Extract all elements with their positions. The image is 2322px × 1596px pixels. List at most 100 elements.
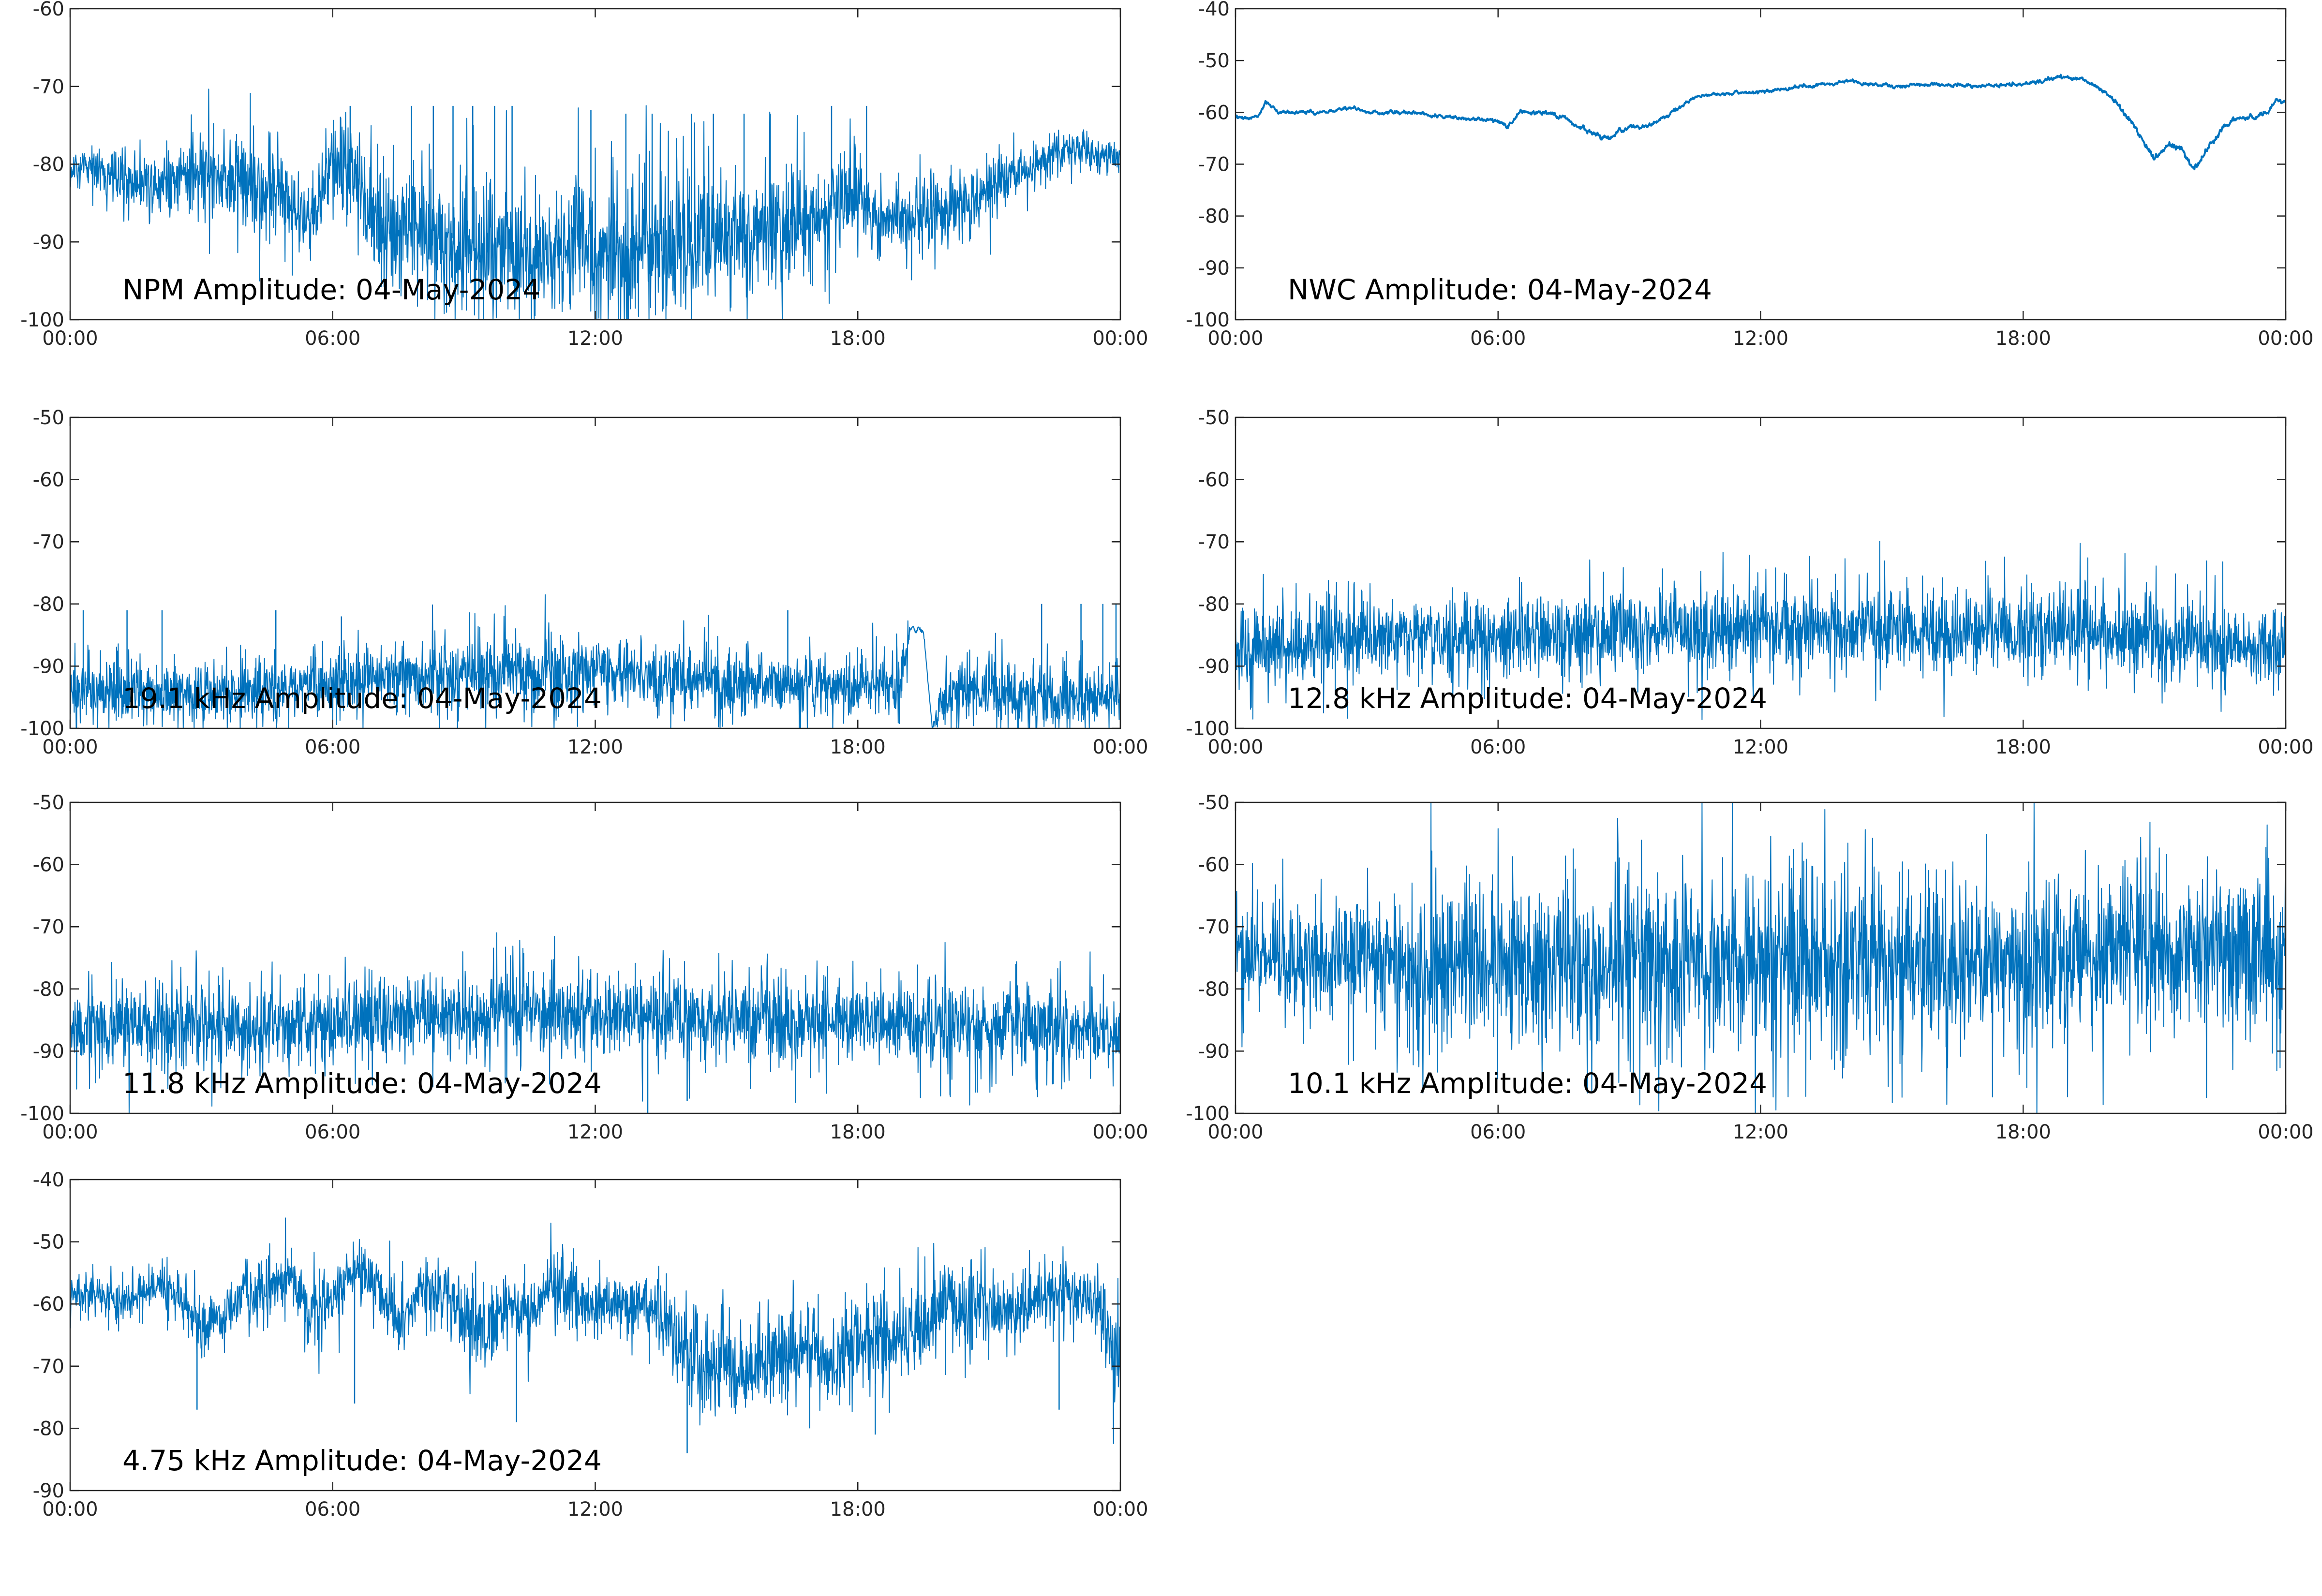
x-tick-label: 06:00 <box>305 1498 360 1521</box>
x-tick-label: 06:00 <box>1470 327 1526 350</box>
x-tick-label: 00:00 <box>2258 736 2313 758</box>
y-tick-label: -40 <box>33 1169 64 1191</box>
series-line <box>70 594 1120 728</box>
y-tick-label: -100 <box>20 1103 64 1125</box>
y-tick-label: -70 <box>33 916 64 938</box>
y-tick-label: -90 <box>1198 257 1230 280</box>
y-tick-label: -100 <box>1186 309 1230 331</box>
y-tick-label: -50 <box>33 792 64 814</box>
x-tick-label: 06:00 <box>305 1121 360 1143</box>
chart-title: NPM Amplitude: 04-May-2024 <box>122 273 540 306</box>
y-tick-label: -60 <box>33 469 64 491</box>
x-tick-label: 00:00 <box>1092 327 1148 350</box>
chart-title: 19.1 kHz Amplitude: 04-May-2024 <box>122 682 602 715</box>
series-line <box>1235 74 2286 171</box>
x-tick-label: 12:00 <box>567 1498 623 1521</box>
x-tick-label: 18:00 <box>1995 736 2051 758</box>
y-tick-label: -80 <box>33 154 64 176</box>
y-tick-label: -70 <box>33 531 64 553</box>
x-tick-label: 00:00 <box>2258 1121 2313 1143</box>
x-tick-label: 18:00 <box>1995 327 2051 350</box>
y-tick-label: -50 <box>1198 50 1230 72</box>
x-tick-label: 06:00 <box>305 736 360 758</box>
y-tick-label: -90 <box>33 1040 64 1063</box>
y-tick-label: -50 <box>33 1231 64 1254</box>
y-tick-label: -80 <box>1198 206 1230 228</box>
x-tick-label: 00:00 <box>42 327 98 350</box>
x-tick-label: 00:00 <box>42 1498 98 1521</box>
x-tick-label: 00:00 <box>1207 1121 1263 1143</box>
chart-title: NWC Amplitude: 04-May-2024 <box>1288 273 1712 306</box>
y-tick-label: -60 <box>1198 102 1230 124</box>
chart-title: 12.8 kHz Amplitude: 04-May-2024 <box>1288 682 1767 715</box>
y-tick-label: -80 <box>1198 978 1230 1001</box>
y-tick-label: -90 <box>33 231 64 253</box>
y-tick-label: -50 <box>1198 407 1230 429</box>
x-tick-label: 12:00 <box>567 1121 623 1143</box>
chart-title: 11.8 kHz Amplitude: 04-May-2024 <box>122 1067 602 1100</box>
x-tick-label: 06:00 <box>1470 1121 1526 1143</box>
y-tick-label: -50 <box>33 407 64 429</box>
series-line <box>1235 541 2286 720</box>
y-tick-label: -80 <box>33 978 64 1001</box>
y-tick-label: -60 <box>33 854 64 876</box>
x-tick-label: 00:00 <box>2258 327 2313 350</box>
y-tick-label: -100 <box>1186 1103 1230 1125</box>
y-tick-label: -70 <box>1198 531 1230 553</box>
y-tick-label: -90 <box>33 655 64 678</box>
y-tick-label: -80 <box>33 593 64 616</box>
x-tick-label: 18:00 <box>830 1498 886 1521</box>
y-tick-label: -60 <box>1198 854 1230 876</box>
series-line <box>70 932 1120 1113</box>
x-tick-label: 00:00 <box>1092 736 1148 758</box>
y-tick-label: -60 <box>33 1293 64 1315</box>
y-tick-label: -90 <box>1198 1040 1230 1063</box>
y-tick-label: -80 <box>33 1418 64 1440</box>
series-line <box>70 1217 1120 1444</box>
x-tick-label: 00:00 <box>1092 1498 1148 1521</box>
x-tick-label: 00:00 <box>42 1121 98 1143</box>
y-tick-label: -70 <box>33 76 64 98</box>
x-tick-label: 12:00 <box>1733 736 1788 758</box>
y-tick-label: -70 <box>1198 154 1230 176</box>
x-tick-label: 12:00 <box>567 736 623 758</box>
y-tick-label: -100 <box>1186 718 1230 740</box>
x-tick-label: 00:00 <box>1207 736 1263 758</box>
x-tick-label: 18:00 <box>830 736 886 758</box>
x-tick-label: 00:00 <box>1207 327 1263 350</box>
y-tick-label: -100 <box>20 718 64 740</box>
series-line <box>1235 802 2286 1113</box>
x-tick-label: 12:00 <box>1733 1121 1788 1143</box>
y-tick-label: -50 <box>1198 792 1230 814</box>
y-tick-label: -40 <box>1198 0 1230 20</box>
x-tick-label: 18:00 <box>830 1121 886 1143</box>
y-tick-label: -60 <box>33 0 64 20</box>
x-tick-label: 12:00 <box>1733 327 1788 350</box>
x-tick-label: 06:00 <box>305 327 360 350</box>
x-tick-label: 00:00 <box>1092 1121 1148 1143</box>
series-line <box>70 89 1120 320</box>
y-tick-label: -90 <box>33 1480 64 1502</box>
x-tick-label: 12:00 <box>567 327 623 350</box>
x-tick-label: 06:00 <box>1470 736 1526 758</box>
y-tick-label: -80 <box>1198 593 1230 616</box>
x-tick-label: 00:00 <box>42 736 98 758</box>
y-tick-label: -70 <box>33 1356 64 1378</box>
x-tick-label: 18:00 <box>1995 1121 2051 1143</box>
y-tick-label: -90 <box>1198 655 1230 678</box>
y-tick-label: -70 <box>1198 916 1230 938</box>
y-tick-label: -100 <box>20 309 64 331</box>
chart-title: 4.75 kHz Amplitude: 04-May-2024 <box>122 1444 602 1477</box>
x-tick-label: 18:00 <box>830 327 886 350</box>
y-tick-label: -60 <box>1198 469 1230 491</box>
chart-title: 10.1 kHz Amplitude: 04-May-2024 <box>1288 1067 1767 1100</box>
